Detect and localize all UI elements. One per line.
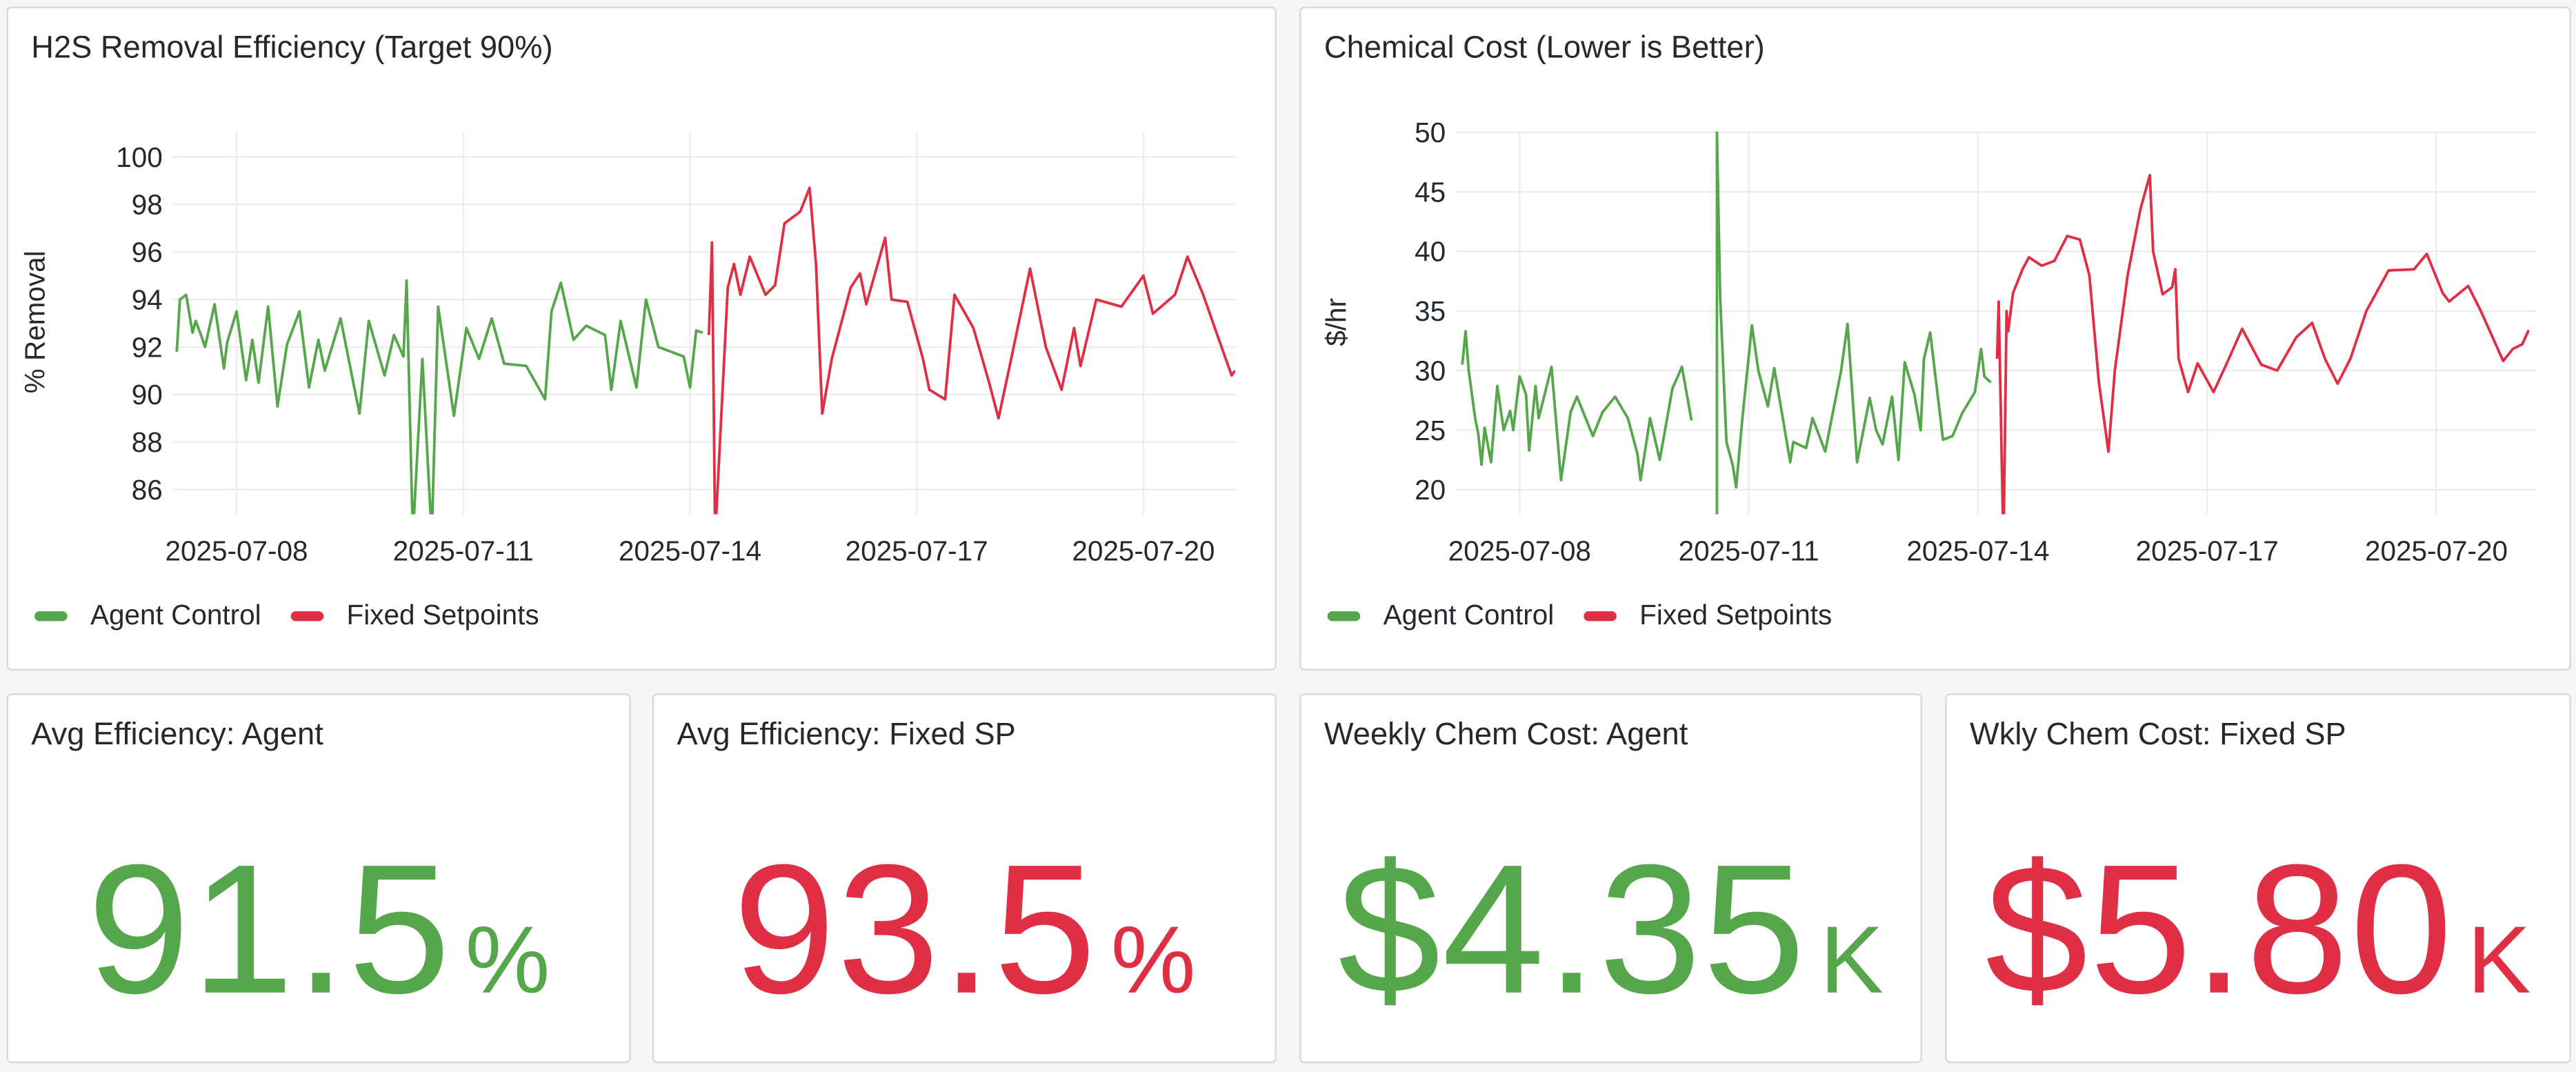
series-line-fixed-setpoints[interactable]	[707, 186, 1236, 537]
y-tick-label: 20	[1415, 474, 1446, 506]
y-axis-label: $/hr	[1320, 298, 1352, 346]
legend-label: Fixed Setpoints	[1639, 599, 1833, 631]
cost-chart: 20 25 30 35 40 45 50 2025-07-08 2025-07-11 2025-0…	[1320, 117, 2537, 566]
legend-label: Fixed Setpoints	[346, 599, 539, 631]
stat-weekly-chem-cost-agent[interactable]: Weekly Chem Cost: Agent $4.35 K	[1299, 693, 1922, 1064]
y-tick-label: 40	[1415, 236, 1446, 268]
x-tick-label: 2025-07-08	[165, 535, 308, 566]
stat-value: 91.5	[87, 826, 452, 1032]
y-axis-label: % Removal	[19, 250, 50, 393]
legend-swatch-icon	[1327, 611, 1361, 622]
legend-swatch-icon	[1584, 611, 1617, 622]
x-tick-label: 2025-07-14	[619, 535, 761, 566]
x-tick-label: 2025-07-20	[1072, 535, 1215, 566]
x-tick-label: 2025-07-17	[2136, 535, 2279, 566]
x-tick-label: 2025-07-08	[1448, 535, 1591, 566]
series-line-agent-control[interactable]	[175, 279, 703, 537]
stat-title: Wkly Chem Cost: Fixed SP	[1970, 717, 2346, 753]
y-tick-label: 45	[1415, 176, 1446, 208]
legend-item-fixed-setpoints[interactable]: Fixed Setpoints	[1584, 599, 1832, 633]
y-tick-label: 100	[116, 141, 163, 173]
series-line-fixed-setpoints[interactable]	[1995, 174, 2530, 549]
y-tick-label: 94	[132, 284, 163, 315]
legend-item-agent-control[interactable]: Agent Control	[34, 599, 261, 633]
panel-h2s-removal-efficiency[interactable]: H2S Removal Efficiency (Target 90%) 86 88…	[6, 6, 1277, 671]
panel-title: Chemical Cost (Lower is Better)	[1324, 31, 1765, 66]
stat-avg-efficiency-fixed-sp[interactable]: Avg Efficiency: Fixed SP 93.5%	[652, 693, 1277, 1064]
stat-title: Avg Efficiency: Fixed SP	[677, 717, 1016, 753]
stat-value: $4.35	[1338, 826, 1807, 1032]
stat-unit: %	[465, 906, 550, 1014]
stat-value: $5.80	[1985, 826, 2455, 1032]
legend-swatch-icon	[290, 611, 324, 622]
y-tick-label: 88	[132, 426, 163, 458]
x-tick-label: 2025-07-20	[2365, 535, 2508, 566]
panel-title: H2S Removal Efficiency (Target 90%)	[31, 31, 553, 66]
chart-legend: Agent Control Fixed Setpoints	[34, 599, 568, 633]
stat-title: Weekly Chem Cost: Agent	[1324, 717, 1688, 753]
stat-unit: %	[1110, 906, 1196, 1014]
stat-weekly-chem-cost-fixed-sp[interactable]: Wkly Chem Cost: Fixed SP $5.80 K	[1945, 693, 2571, 1064]
legend-item-fixed-setpoints[interactable]: Fixed Setpoints	[290, 599, 539, 633]
stat-title: Avg Efficiency: Agent	[31, 717, 323, 753]
y-tick-label: 92	[132, 331, 163, 363]
efficiency-chart: 86 88 90 92 94 96 98 100 2025-07-08 2025-07-11 202…	[19, 131, 1237, 566]
stat-value: 93.5	[732, 826, 1098, 1032]
y-tick-label: 50	[1415, 117, 1446, 148]
y-tick-label: 90	[132, 379, 163, 410]
x-tick-label: 2025-07-17	[846, 535, 988, 566]
y-tick-label: 25	[1415, 415, 1446, 446]
x-tick-label: 2025-07-11	[1679, 535, 1819, 566]
legend-label: Agent Control	[1383, 599, 1555, 631]
chart-legend: Agent Control Fixed Setpoints	[1327, 599, 1861, 633]
x-tick-label: 2025-07-11	[393, 535, 534, 566]
legend-item-agent-control[interactable]: Agent Control	[1327, 599, 1555, 633]
series-line-agent-control[interactable]	[1461, 131, 1992, 550]
stat-unit: K	[1819, 906, 1884, 1014]
y-tick-label: 98	[132, 189, 163, 221]
legend-label: Agent Control	[90, 599, 261, 631]
stat-avg-efficiency-agent[interactable]: Avg Efficiency: Agent 91.5%	[6, 693, 631, 1064]
y-tick-label: 96	[132, 237, 163, 268]
stat-unit: K	[2467, 906, 2531, 1014]
panel-chemical-cost[interactable]: Chemical Cost (Lower is Better) 20 25 30 35…	[1299, 6, 2571, 671]
x-tick-label: 2025-07-14	[1906, 535, 2049, 566]
y-tick-label: 30	[1415, 355, 1446, 386]
y-tick-label: 35	[1415, 295, 1446, 327]
y-tick-label: 86	[132, 474, 163, 506]
legend-swatch-icon	[34, 611, 68, 622]
